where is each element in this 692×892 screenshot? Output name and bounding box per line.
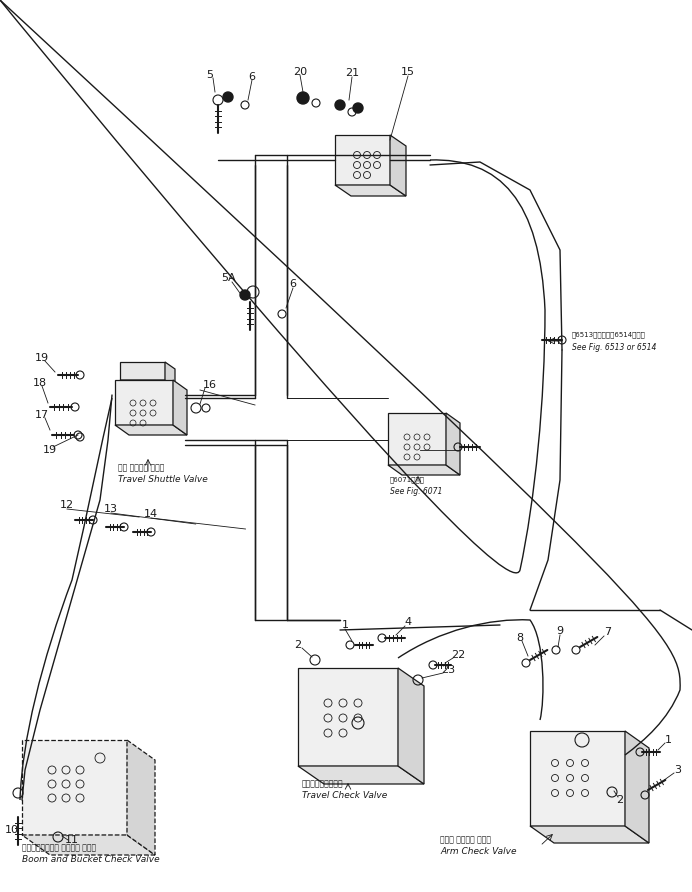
Text: 10: 10: [5, 825, 19, 835]
Text: 23: 23: [441, 665, 455, 675]
Polygon shape: [120, 362, 165, 380]
Text: 第6513図または第6514図参照: 第6513図または第6514図参照: [572, 332, 646, 338]
Polygon shape: [120, 380, 175, 387]
Text: 走行 シャトル バルブ: 走行 シャトル バルブ: [118, 464, 165, 473]
Text: 19: 19: [43, 445, 57, 455]
Polygon shape: [115, 380, 173, 425]
Circle shape: [223, 92, 233, 102]
Polygon shape: [335, 185, 406, 196]
Text: 第6071図参照: 第6071図参照: [390, 476, 425, 483]
Text: 9: 9: [556, 626, 563, 636]
Text: アーム チェック バルブ: アーム チェック バルブ: [440, 836, 491, 845]
Polygon shape: [388, 413, 446, 465]
Circle shape: [353, 103, 363, 113]
Polygon shape: [335, 135, 390, 185]
Text: 18: 18: [33, 378, 47, 388]
Polygon shape: [530, 731, 625, 826]
Polygon shape: [22, 835, 155, 855]
Text: 1: 1: [341, 620, 349, 630]
Circle shape: [240, 290, 250, 300]
Polygon shape: [446, 413, 460, 475]
Circle shape: [297, 92, 309, 104]
Polygon shape: [22, 740, 127, 835]
Polygon shape: [530, 826, 649, 843]
Text: 6: 6: [248, 72, 255, 82]
Text: 17: 17: [35, 410, 49, 420]
Text: 12: 12: [60, 500, 74, 510]
Text: Travel Shuttle Valve: Travel Shuttle Valve: [118, 475, 208, 484]
Text: 走行チェックバルブ: 走行チェックバルブ: [302, 780, 344, 789]
Text: Boom and Bucket Check Valve: Boom and Bucket Check Valve: [22, 855, 160, 864]
Text: 11: 11: [65, 835, 79, 845]
Text: 13: 13: [104, 504, 118, 514]
Polygon shape: [390, 135, 406, 196]
Text: Travel Check Valve: Travel Check Valve: [302, 791, 388, 800]
Text: 6: 6: [289, 279, 296, 289]
Text: 20: 20: [293, 67, 307, 77]
Text: 5A: 5A: [221, 273, 235, 283]
Polygon shape: [165, 362, 175, 387]
Text: 22: 22: [451, 650, 465, 660]
Text: See Fig. 6071: See Fig. 6071: [390, 486, 442, 495]
Text: 19: 19: [35, 353, 49, 363]
Polygon shape: [115, 425, 187, 435]
Text: ブーム、バケット チェック バルブ: ブーム、バケット チェック バルブ: [22, 844, 96, 853]
Polygon shape: [127, 740, 155, 855]
Text: See Fig. 6513 or 6514: See Fig. 6513 or 6514: [572, 343, 657, 351]
Polygon shape: [298, 668, 398, 766]
Text: 16: 16: [203, 380, 217, 390]
Text: 21: 21: [345, 68, 359, 78]
Circle shape: [335, 100, 345, 110]
Text: 5: 5: [206, 70, 214, 80]
Polygon shape: [173, 380, 187, 435]
Text: 1: 1: [664, 735, 671, 745]
Polygon shape: [398, 668, 424, 784]
Text: 14: 14: [144, 509, 158, 519]
Text: 15: 15: [401, 67, 415, 77]
Polygon shape: [388, 465, 460, 475]
Text: Arm Check Valve: Arm Check Valve: [440, 847, 516, 856]
Text: 2: 2: [294, 640, 302, 650]
Text: 3: 3: [675, 765, 682, 775]
Text: 4: 4: [404, 617, 412, 627]
Polygon shape: [625, 731, 649, 843]
Polygon shape: [298, 766, 424, 784]
Text: 7: 7: [604, 627, 612, 637]
Text: 8: 8: [516, 633, 524, 643]
Text: 2: 2: [617, 795, 623, 805]
